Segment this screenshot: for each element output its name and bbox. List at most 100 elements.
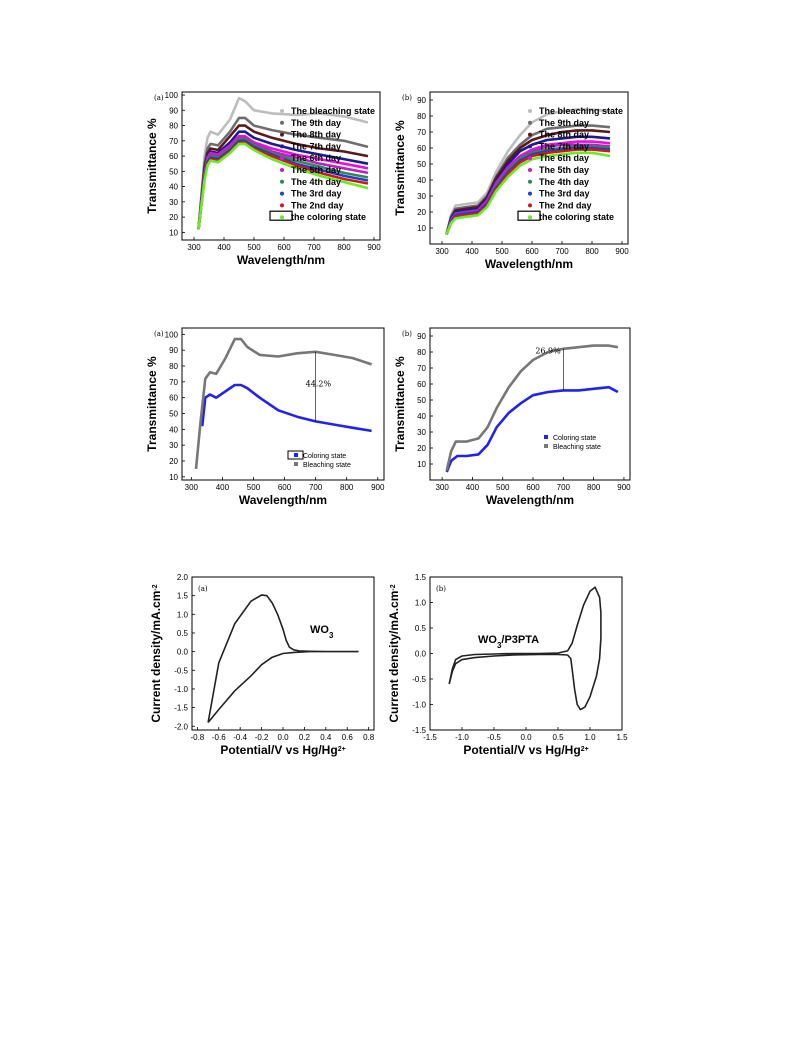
x-tick-label: 400	[466, 483, 480, 492]
legend-label: The 7th day	[539, 141, 589, 151]
y-tick-label: 0.0	[415, 650, 427, 659]
legend-label: Bleaching state	[553, 444, 601, 451]
x-tick-label: 900	[615, 247, 629, 256]
legend-marker	[528, 168, 532, 172]
series-line-1	[197, 116, 369, 230]
legend-label: The 5th day	[291, 165, 341, 175]
series-line-0	[197, 96, 369, 230]
legend-entry: The 3rd day	[280, 189, 342, 199]
y-tick-label: 90	[169, 346, 178, 355]
legend-entry: the coloring state	[269, 210, 366, 222]
legend-marker	[528, 144, 532, 149]
x-tick-label: 400	[217, 243, 231, 252]
legend-entry: The 7th day	[528, 141, 589, 151]
legend-marker	[528, 109, 532, 113]
legend-box	[517, 210, 541, 221]
legend-marker	[544, 444, 548, 448]
legend-entry: The 5th day	[528, 165, 589, 175]
x-tick-label: 0.8	[363, 733, 375, 742]
legend-entry: The 4th day	[280, 177, 341, 187]
y-tick-label: -1.5	[412, 726, 426, 735]
legend-marker	[280, 203, 284, 208]
chart-1b: 300 400 500 600 700 800 900 10 20 30 40 50 60 70 80 90 (…	[393, 91, 629, 271]
x-tick-label: 600	[278, 483, 292, 492]
legend-entry: The 7th day	[280, 141, 341, 151]
x-tick-label: 1.0	[584, 733, 596, 742]
legend-marker	[528, 132, 532, 137]
x-tick-label: 0.4	[320, 733, 332, 742]
x-axis-title: Wavelength/nm	[485, 257, 573, 271]
legend-entry: The 3rd day	[528, 189, 590, 199]
x-tick-label: 400	[216, 483, 230, 492]
x-tick-label: 0.0	[277, 733, 289, 742]
legend-entry: The 6th day	[280, 153, 341, 163]
x-tick-label: 1.5	[616, 733, 628, 742]
series-line-0	[445, 385, 619, 473]
x-tick-label: 300	[185, 483, 199, 492]
x-tick-label: 800	[585, 247, 599, 256]
x-tick-label: 800	[340, 483, 354, 492]
legend-label: The 8th day	[291, 130, 341, 140]
plot-frame	[181, 91, 381, 241]
x-tick-label: -0.5	[487, 733, 501, 742]
legend-marker	[280, 132, 284, 137]
legend-entry: Bleaching state	[294, 462, 351, 469]
legend-marker	[528, 191, 532, 196]
y-tick-label: 50	[417, 396, 426, 405]
y-tick-label: 90	[169, 106, 178, 115]
y-tick-label: 90	[417, 96, 426, 105]
legend-entry: Coloring state	[544, 435, 596, 442]
y-tick-label: 1.5	[177, 592, 189, 601]
x-tick-label: 0.2	[299, 733, 311, 742]
y-tick-label: 40	[169, 425, 178, 434]
x-tick-label: 500	[495, 247, 509, 256]
y-tick-label: 50	[417, 160, 426, 169]
y-tick-label: 40	[169, 183, 178, 192]
legend-entry: The 9th day	[280, 118, 341, 128]
legend-label: Coloring state	[303, 453, 346, 460]
legend-label: The 8th day	[539, 130, 589, 140]
y-tick-label: 40	[417, 176, 426, 185]
chart-2a: 300 400 500 600 700 800 900 10 20 30 40 50 60 70 80 90 1…	[145, 327, 385, 507]
legend-label: The 2nd day	[291, 200, 344, 210]
y-tick-label: 30	[417, 192, 426, 201]
y-tick-label: 70	[169, 378, 178, 387]
legend-box	[269, 210, 293, 221]
legend-entry: The 8th day	[528, 130, 589, 140]
legend-marker	[294, 462, 298, 466]
x-tick-label: 900	[371, 483, 385, 492]
plot-frame	[429, 327, 631, 481]
x-tick-label: -0.6	[212, 733, 226, 742]
y-tick-label: 0.5	[415, 624, 427, 633]
x-tick-label: 0.6	[342, 733, 354, 742]
x-tick-label: 500	[247, 243, 261, 252]
legend-entry: The 8th day	[280, 130, 341, 140]
panel-label: (a)	[154, 330, 164, 338]
legend-marker	[528, 215, 532, 220]
y-tick-label: 60	[169, 152, 178, 161]
x-tick-label: 400	[465, 247, 479, 256]
curve-label: WO3/P3PTA	[478, 634, 539, 650]
y-tick-label: -1.5	[174, 704, 188, 713]
difference-annotation: 26.9%	[535, 347, 561, 356]
legend-label: The 6th day	[539, 153, 589, 163]
series-line-0	[448, 586, 602, 711]
chart-2b: 300 400 500 600 700 800 900 10 20 30 40 50 60 70 80 90 (…	[393, 327, 631, 507]
x-tick-label: 500	[247, 483, 261, 492]
legend-label: The 9th day	[539, 118, 589, 128]
legend-entry: The 2nd day	[528, 200, 592, 210]
x-tick-label: 700	[307, 243, 321, 252]
y-tick-label: 60	[417, 380, 426, 389]
y-tick-label: 80	[169, 122, 178, 131]
x-tick-label: 300	[435, 247, 449, 256]
y-tick-label: 10	[169, 228, 178, 237]
x-tick-label: -1.0	[455, 733, 469, 742]
y-tick-label: 30	[169, 441, 178, 450]
y-tick-label: 20	[169, 457, 178, 466]
legend-entry: The 4th day	[528, 177, 589, 187]
y-tick-label: 70	[417, 364, 426, 373]
chart-3a: -0.8 -0.6 -0.4 -0.2 0.0 0.2 0.4 0.6 0.8 -2.0 -1.5 -…	[149, 573, 375, 757]
legend-entry: The 9th day	[528, 118, 589, 128]
y-tick-label: 70	[169, 137, 178, 146]
legend-marker	[280, 179, 284, 184]
